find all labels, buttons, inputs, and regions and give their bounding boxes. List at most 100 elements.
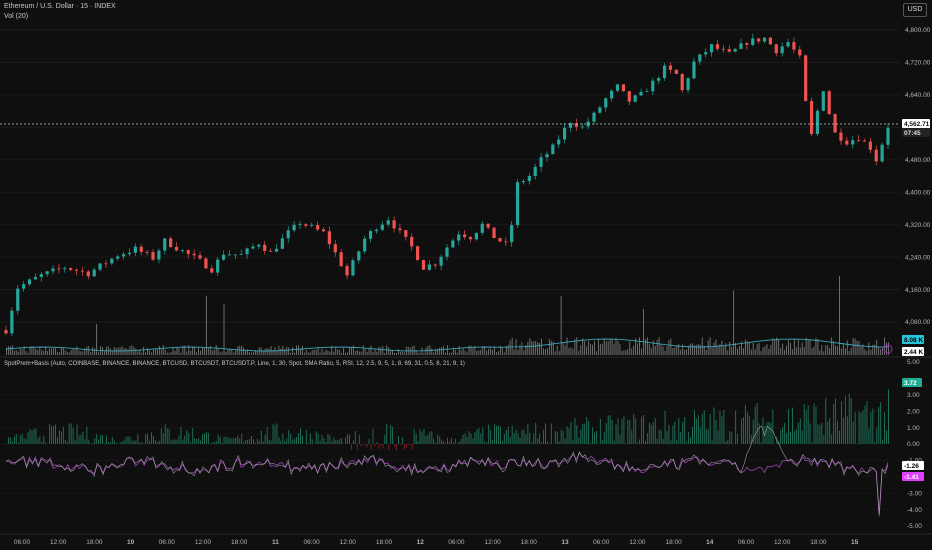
premium-bar xyxy=(564,438,566,444)
candle xyxy=(351,260,355,276)
premium-bar xyxy=(674,421,676,444)
premium-bar xyxy=(115,442,117,444)
time-tick-label: 12:00 xyxy=(50,539,67,546)
premium-bar xyxy=(872,408,874,444)
alert-icon[interactable] xyxy=(883,344,893,354)
time-tick-label: 12 xyxy=(417,539,425,546)
premium-bar xyxy=(227,437,229,444)
premium-bar xyxy=(419,429,421,444)
candle xyxy=(715,44,720,49)
volume-bar xyxy=(90,352,92,355)
symbol-title[interactable]: Ethereum / U.S. Dollar · 15 · INDEX xyxy=(4,3,116,10)
premium-bar xyxy=(748,415,750,444)
premium-bar xyxy=(617,418,619,444)
volume-legend[interactable]: Vol (20) xyxy=(4,13,29,20)
volume-bar xyxy=(292,346,294,355)
volume-bar xyxy=(184,345,186,355)
premium-bar xyxy=(756,402,758,444)
premium-bar xyxy=(833,403,835,444)
premium-bar xyxy=(705,428,707,444)
volume-bar xyxy=(209,345,211,355)
premium-bar xyxy=(247,439,249,444)
candle xyxy=(857,140,861,141)
volume-bar xyxy=(174,350,176,355)
candle xyxy=(392,220,396,229)
candle xyxy=(610,90,614,99)
premium-bar xyxy=(768,421,770,444)
volume-bar xyxy=(468,345,470,355)
premium-bar xyxy=(570,422,572,444)
volume-bar xyxy=(574,339,576,355)
premium-bar xyxy=(401,437,403,444)
volume-bar xyxy=(349,347,350,355)
volume-bar xyxy=(562,342,564,355)
premium-bar xyxy=(68,423,70,444)
volume-bar xyxy=(145,352,147,355)
premium-bar xyxy=(554,430,556,444)
premium-bar xyxy=(842,417,844,444)
premium-bar xyxy=(231,438,233,444)
volume-bar xyxy=(70,349,72,355)
volume-bar xyxy=(331,345,333,355)
premium-bar xyxy=(537,438,539,444)
premium-bar xyxy=(354,431,356,444)
indicator-pane xyxy=(0,361,900,527)
premium-bar xyxy=(884,411,886,444)
premium-bar xyxy=(848,393,850,444)
premium-bar xyxy=(358,434,360,444)
price-tick-label: 4,640.00 xyxy=(905,92,931,99)
premium-bar xyxy=(639,439,641,444)
premium-bar xyxy=(188,432,190,444)
volume-bar xyxy=(158,345,160,355)
volume-bar xyxy=(746,341,748,355)
volume-bar xyxy=(564,345,566,355)
volume-bar xyxy=(472,348,474,355)
premium-bar xyxy=(282,433,284,444)
premium-bar xyxy=(695,418,697,444)
premium-bar xyxy=(811,442,813,444)
volume-bar xyxy=(104,351,105,355)
volume-bar xyxy=(829,348,831,355)
price-candles xyxy=(4,33,890,336)
premium-bar xyxy=(874,442,876,444)
discount-bar xyxy=(360,444,362,447)
premium-bar xyxy=(104,443,105,444)
premium-bar xyxy=(298,433,300,444)
premium-bar xyxy=(464,433,466,444)
indicator-legend[interactable]: SpotPrem+Basis (Auto, COINBASE, BINANCE,… xyxy=(4,361,465,367)
volume-bar xyxy=(545,349,546,355)
volume-bar xyxy=(454,349,456,355)
volume-bar xyxy=(605,341,607,355)
candle xyxy=(92,269,96,277)
volume-bar xyxy=(362,345,364,355)
time-axis[interactable]: 06:00 12:00 18:00 10 06:00 12:00 18:00 11 06:00 1… xyxy=(14,539,859,546)
candle xyxy=(57,268,61,270)
volume-bar xyxy=(607,341,609,355)
volume-bar xyxy=(723,345,725,355)
premium-bar xyxy=(697,415,699,444)
premium-bar xyxy=(352,440,354,444)
premium-bar xyxy=(788,409,790,444)
volume-bar xyxy=(719,344,721,355)
volume-bar xyxy=(19,347,21,355)
premium-bar xyxy=(343,443,345,444)
volume-bar xyxy=(742,348,744,355)
discount-bar xyxy=(350,444,352,450)
volume-bar xyxy=(603,339,605,355)
currency-button[interactable]: USD xyxy=(903,3,927,17)
volume-pane xyxy=(5,276,889,355)
premium-bar xyxy=(219,436,221,444)
volume-bar xyxy=(345,352,346,355)
candle xyxy=(545,154,549,158)
price-tick-label: 4,800.00 xyxy=(905,27,931,34)
volume-bar xyxy=(833,341,835,355)
price-axis[interactable]: 4,800.004,720.004,640.004,560.004,480.00… xyxy=(905,27,931,530)
premium-bar xyxy=(850,398,852,444)
volume-bar xyxy=(866,351,868,355)
volume-bar xyxy=(431,348,433,355)
volume-bar xyxy=(715,339,717,355)
candle xyxy=(745,43,749,45)
premium-bar xyxy=(15,433,17,444)
premium-bar xyxy=(149,440,151,444)
